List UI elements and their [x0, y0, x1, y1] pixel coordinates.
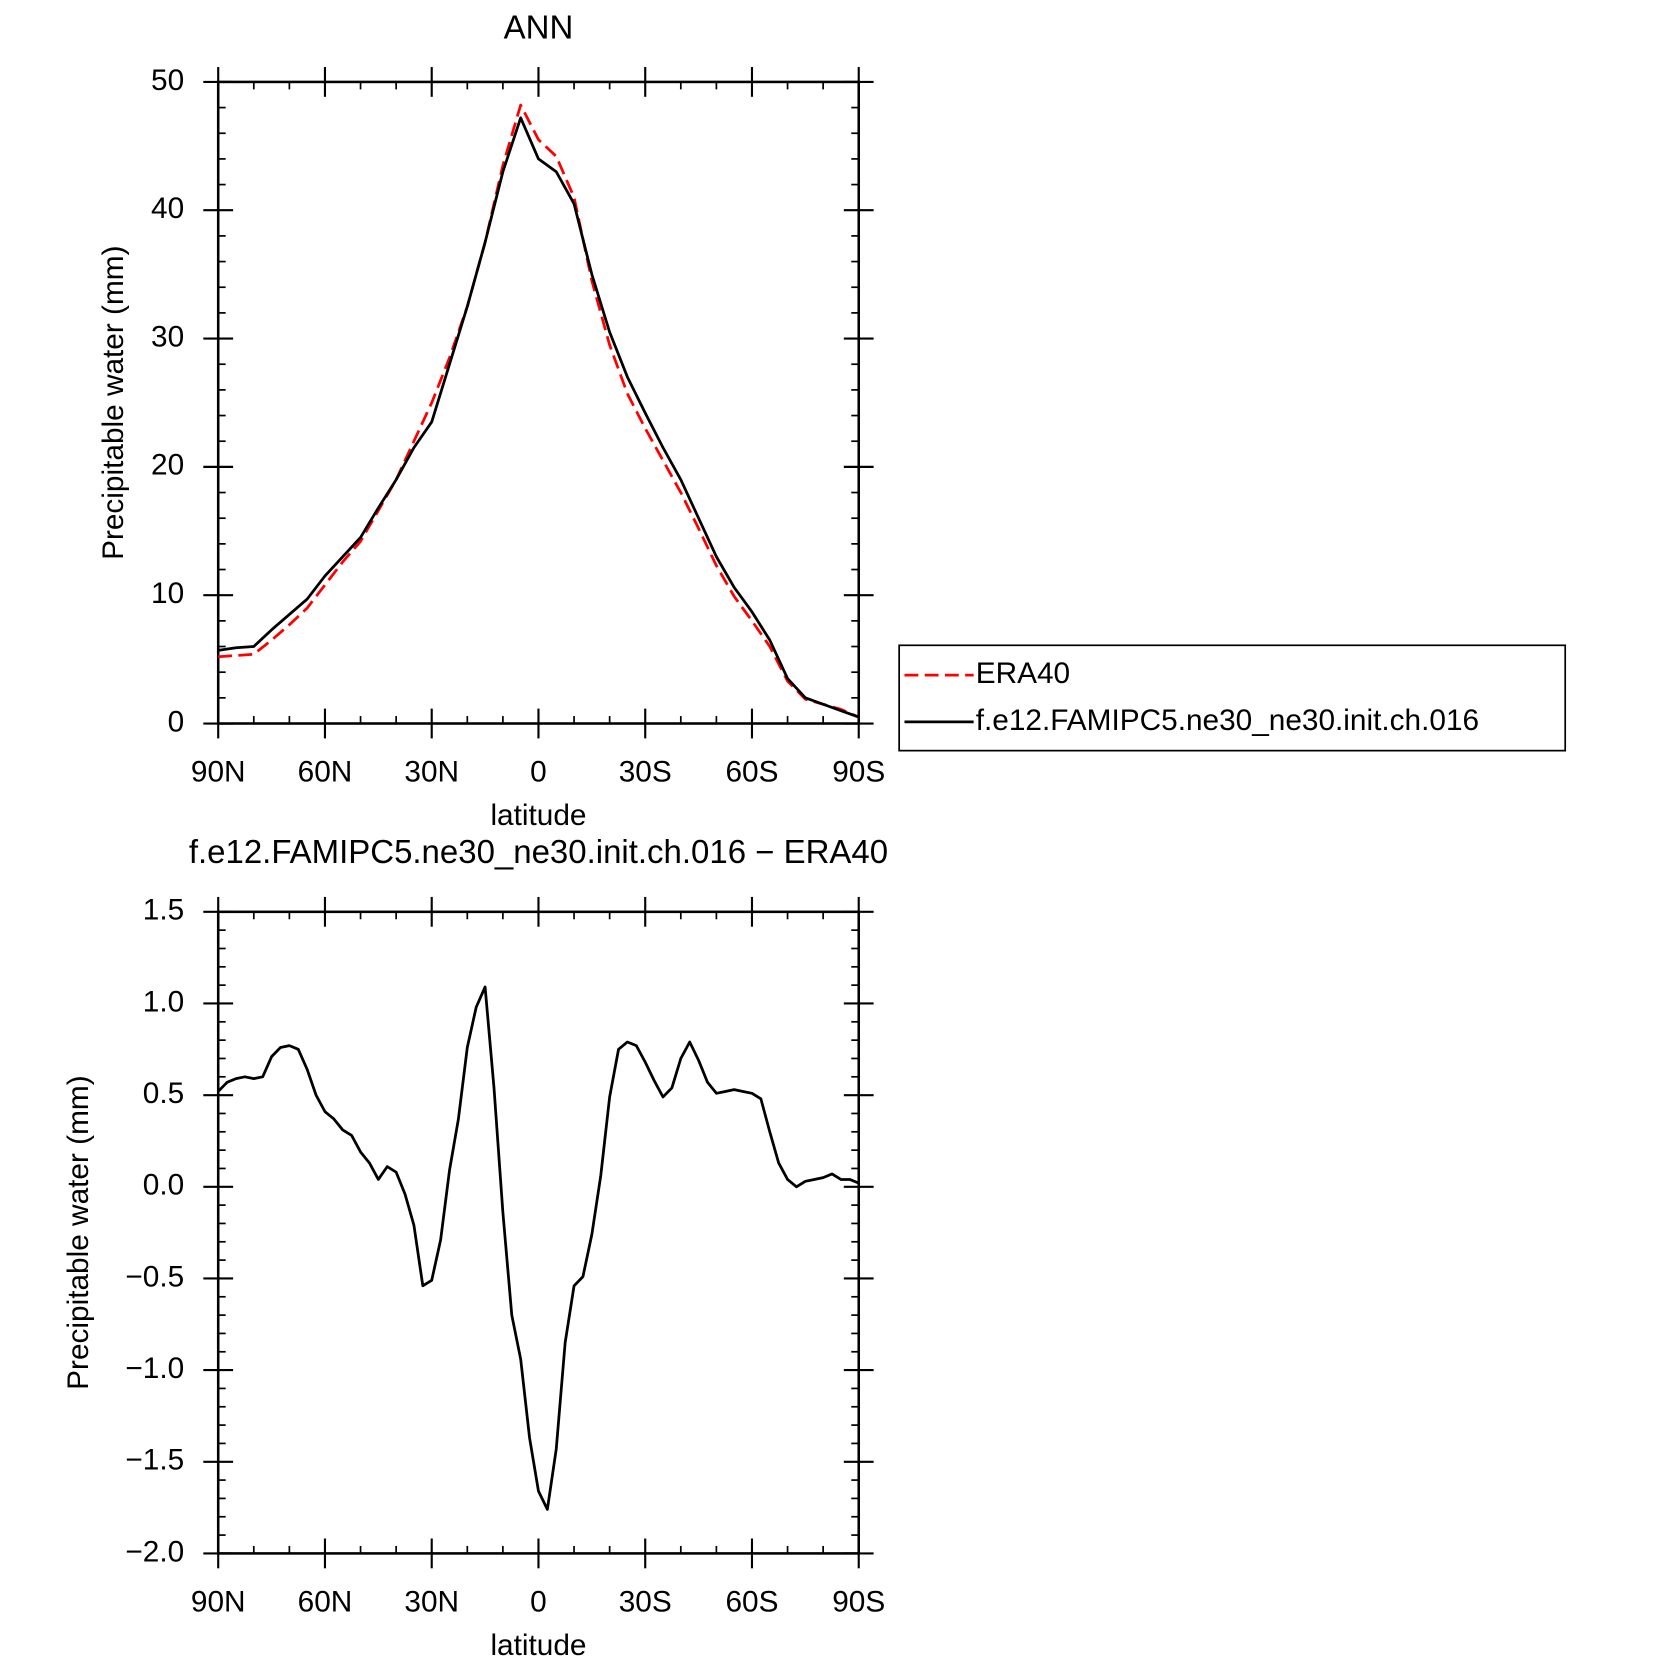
- plot-frame: [216, 910, 861, 1555]
- y-tick-label: 0.5: [143, 1077, 184, 1110]
- y-tick-label: 1.5: [143, 894, 184, 927]
- x-tick-label: 90S: [832, 1585, 885, 1618]
- data-line: [218, 103, 860, 719]
- x-tick-label: 60N: [298, 755, 353, 788]
- y-tick-label: −1.5: [125, 1444, 184, 1477]
- legend-label: ERA40: [976, 657, 1070, 690]
- x-tick-label: 60S: [725, 755, 778, 788]
- y-tick-label: 0.0: [143, 1169, 184, 1202]
- x-tick-label: 30N: [404, 1585, 459, 1618]
- x-tick-label: 60S: [725, 1585, 778, 1618]
- x-tick-label: 30S: [619, 1585, 672, 1618]
- y-tick-label: 20: [151, 449, 184, 482]
- x-tick-label: 90N: [191, 755, 246, 788]
- x-tick-label: 30S: [619, 755, 672, 788]
- x-tick-label: 90S: [832, 755, 885, 788]
- x-tick-label: 0: [530, 755, 547, 788]
- y-tick-label: 50: [151, 64, 184, 97]
- y-tick-label: 1.0: [143, 985, 184, 1018]
- legend-label: f.e12.FAMIPC5.ne30_ne30.init.ch.016: [976, 704, 1479, 737]
- y-tick-label: 10: [151, 577, 184, 610]
- y-axis-label: Precipitable water (mm): [62, 1075, 95, 1389]
- y-tick-label: −1.0: [125, 1352, 184, 1385]
- x-tick-label: 0: [530, 1585, 547, 1618]
- y-axis-label: Precipitable water (mm): [97, 245, 130, 559]
- data-line: [217, 985, 860, 1511]
- y-tick-label: −2.0: [125, 1535, 184, 1568]
- y-tick-label: 30: [151, 320, 184, 353]
- data-line: [218, 116, 860, 719]
- x-axis-label: latitude: [490, 1629, 586, 1662]
- chart-title: ANN: [504, 9, 574, 46]
- legend-box: [898, 644, 1567, 752]
- chart-title: f.e12.FAMIPC5.ne30_ne30.init.ch.016 − ER…: [189, 833, 888, 870]
- y-tick-label: 40: [151, 192, 184, 225]
- y-tick-label: −0.5: [125, 1260, 184, 1293]
- x-tick-label: 90N: [191, 1585, 246, 1618]
- x-axis-label: latitude: [490, 799, 586, 832]
- x-tick-label: 30N: [404, 755, 459, 788]
- y-tick-label: 0: [168, 705, 185, 738]
- x-tick-label: 60N: [298, 1585, 353, 1618]
